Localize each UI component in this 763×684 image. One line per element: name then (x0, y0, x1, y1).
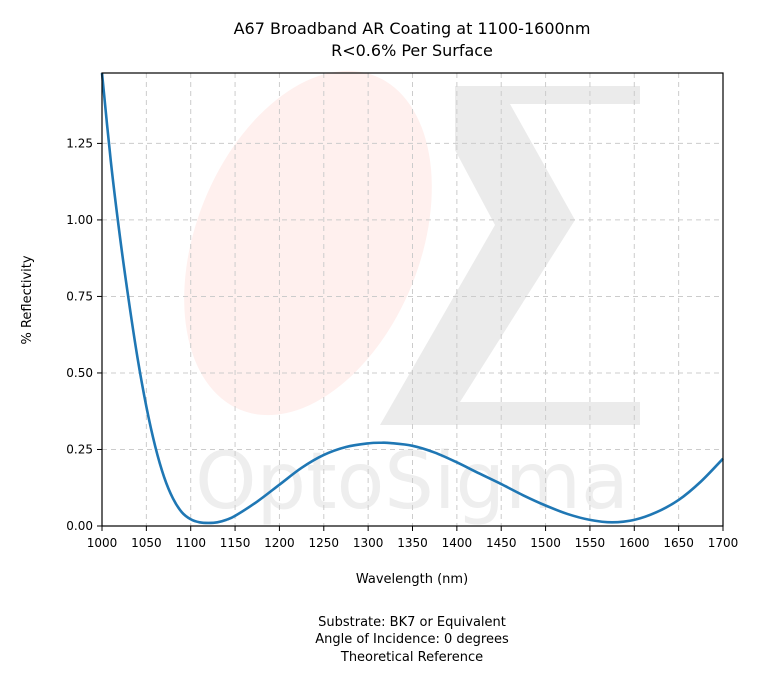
watermark-sigma (380, 86, 640, 425)
x-ticks: 1000 1050 1100 1150 1200 1250 1300 1350 1400 1450… (87, 526, 739, 550)
x-tick-label: 1150 (220, 536, 251, 550)
x-tick-label: 1000 (87, 536, 118, 550)
chart-title: A67 Broadband AR Coating at 1100-1600nm (234, 19, 591, 38)
angle-note: Angle of Incidence: 0 degrees (315, 632, 509, 647)
reflectivity-series-line (100, 72, 724, 525)
x-tick-label: 1100 (175, 536, 206, 550)
chart-subtitle: R<0.6% Per Surface (331, 41, 493, 60)
x-tick-label: 1700 (708, 536, 739, 550)
y-ticks: 0.00 0.25 0.50 0.75 1.00 1.25 (66, 136, 102, 533)
x-tick-label: 1600 (619, 536, 650, 550)
x-tick-label: 1450 (486, 536, 517, 550)
y-tick-label: 0.00 (66, 519, 93, 533)
y-axis-label: % Reflectivity (20, 255, 35, 344)
x-tick-label: 1650 (663, 536, 694, 550)
y-tick-label: 1.00 (66, 213, 93, 227)
substrate-note: Substrate: BK7 or Equivalent (318, 615, 506, 630)
y-tick-label: 0.75 (66, 289, 93, 303)
x-tick-label: 1500 (530, 536, 561, 550)
optosigma-watermark: OptoSigma (184, 70, 640, 527)
x-tick-label: 1200 (264, 536, 295, 550)
grid (102, 73, 723, 526)
y-tick-label: 0.50 (66, 366, 93, 380)
x-tick-label: 1400 (442, 536, 473, 550)
x-axis-label: Wavelength (nm) (356, 572, 468, 587)
x-tick-label: 1550 (575, 536, 606, 550)
x-tick-label: 1300 (353, 536, 384, 550)
watermark-ellipse (184, 70, 432, 416)
x-tick-label: 1050 (131, 536, 162, 550)
y-tick-label: 1.25 (66, 136, 93, 150)
x-tick-label: 1350 (397, 536, 428, 550)
x-tick-label: 1250 (309, 536, 340, 550)
y-tick-label: 0.25 (66, 442, 93, 456)
reference-note: Theoretical Reference (340, 650, 483, 665)
